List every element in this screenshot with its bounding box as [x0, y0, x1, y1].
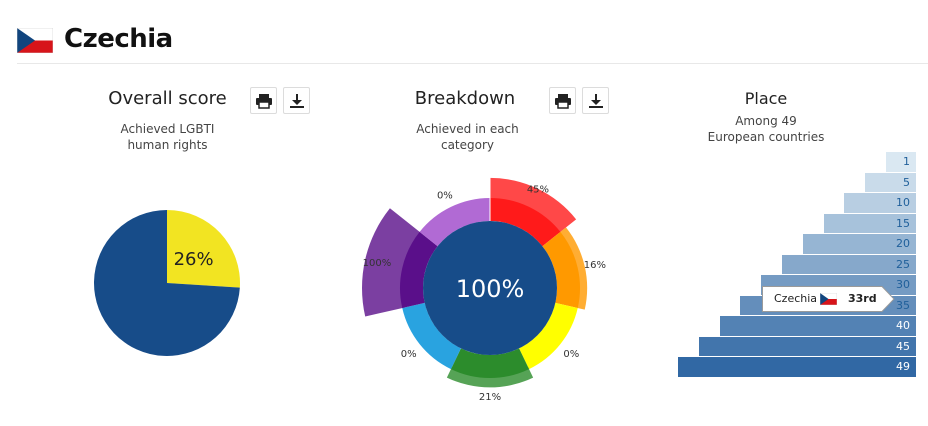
pie-slice-0[interactable]: [167, 210, 240, 288]
page-title: Czechia: [64, 24, 173, 54]
place-bar-49: 49: [678, 357, 916, 377]
place-bar-25: 25: [782, 254, 916, 274]
breakdown-ring-segment-5[interactable]: [400, 231, 438, 309]
place-title: Place: [744, 89, 788, 108]
place-bar-45: 45: [698, 336, 916, 356]
breakdown-ring-segment-0[interactable]: [490, 198, 561, 247]
pie-slice-1[interactable]: [94, 210, 240, 356]
breakdown-category-label: 21%: [479, 392, 501, 403]
overall-title: Overall score: [108, 88, 227, 109]
breakdown-subtitle: Achieved in each category: [400, 121, 535, 153]
place-bar-label: 1: [903, 155, 910, 168]
breakdown-ring-segment-1[interactable]: [542, 231, 580, 309]
place-bar-label: 35: [895, 298, 910, 312]
overall-print-button[interactable]: [250, 87, 277, 114]
overall-subtitle-line1: Achieved LGBTI: [120, 122, 215, 136]
place-subtitle-line1: Among 49: [735, 114, 797, 128]
breakdown-category-label: 45%: [527, 184, 549, 195]
page-header: Czechia: [0, 0, 928, 64]
place-marker: Czechia 33rd: [762, 286, 895, 312]
place-subtitle-line2: European countries: [707, 130, 825, 144]
breakdown-center-label: 100%: [456, 275, 525, 303]
breakdown-petal-5[interactable]: [362, 208, 422, 317]
breakdown-center: [423, 221, 557, 355]
breakdown-subtitle-line1: Achieved in each: [416, 122, 519, 136]
breakdown-radial-chart: 100% 45% 16% 0% 21% 0% 100% 0%: [362, 168, 606, 403]
breakdown-ring-segment-2[interactable]: [519, 302, 578, 370]
place-bar-label: 40: [895, 319, 910, 332]
breakdown-petal-0[interactable]: [490, 177, 577, 234]
place-bar-5: 5: [865, 172, 916, 192]
breakdown-petal-1[interactable]: [558, 227, 588, 310]
place-bar-1: 1: [886, 152, 916, 172]
overall-subtitle: Achieved LGBTI human rights: [95, 121, 240, 153]
breakdown-category-label: 100%: [363, 258, 392, 269]
place-bar-label: 20: [895, 237, 910, 250]
czech-flag-icon: [17, 28, 53, 53]
place-bar-label: 10: [895, 196, 910, 209]
pie-slice-label: 26%: [174, 249, 214, 270]
download-icon: [290, 94, 304, 108]
breakdown-ring-segment-4[interactable]: [402, 302, 461, 370]
overall-score-pie-chart: 26%: [94, 210, 240, 356]
place-bar-40: 40: [719, 316, 916, 336]
header-divider: [17, 63, 928, 64]
place-bar-label: 5: [902, 175, 910, 189]
overall-download-button[interactable]: [283, 87, 310, 114]
breakdown-download-button[interactable]: [582, 87, 609, 114]
breakdown-ring-segment-6[interactable]: [419, 198, 490, 247]
place-bar-20: 20: [802, 234, 916, 254]
place-marker-rank: 33rd: [848, 292, 877, 305]
place-bar-10: 10: [844, 193, 916, 213]
place-bar-label: 45: [895, 339, 910, 353]
print-icon: [256, 94, 272, 109]
place-bar-label: 49: [896, 360, 910, 373]
breakdown-print-button[interactable]: [549, 87, 576, 114]
breakdown-ring-segment-3[interactable]: [450, 348, 530, 378]
place-bar-label: 30: [895, 278, 910, 291]
breakdown-category-label: 0%: [563, 349, 579, 360]
print-icon: [555, 94, 571, 109]
place-bar-label: 25: [896, 257, 910, 271]
breakdown-category-label: 0%: [437, 190, 453, 201]
place-bar-label: 15: [895, 216, 910, 230]
place-marker-country: Czechia: [774, 292, 818, 305]
place-bar-15: 15: [823, 213, 916, 233]
breakdown-category-label: 0%: [401, 349, 417, 360]
download-icon: [589, 94, 603, 108]
overall-subtitle-line2: human rights: [127, 138, 208, 152]
breakdown-subtitle-line2: category: [440, 138, 495, 152]
breakdown-title: Breakdown: [414, 88, 516, 109]
place-subtitle: Among 49 European countries: [696, 113, 836, 145]
breakdown-category-label: 16%: [584, 260, 606, 271]
czech-flag-icon: [820, 293, 837, 305]
